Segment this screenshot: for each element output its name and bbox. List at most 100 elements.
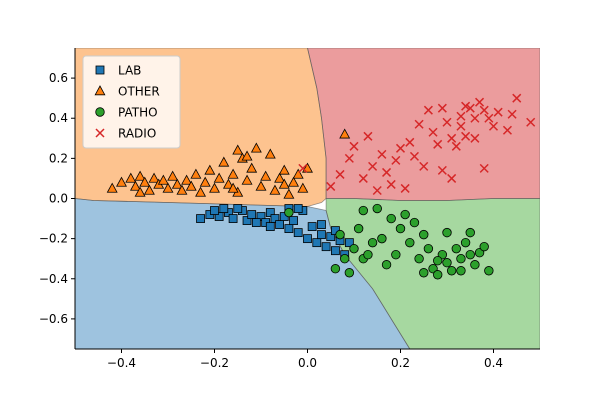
point-lab [326, 232, 336, 242]
legend-marker-lab [95, 65, 105, 75]
point-radio [391, 155, 401, 165]
point-radio [298, 163, 308, 173]
point-radio [451, 141, 461, 151]
point-lab [293, 228, 303, 238]
legend-label-lab: LAB [118, 64, 141, 78]
point-radio [368, 161, 378, 171]
y-tick-label: 0.4 [49, 111, 68, 125]
series-radio [298, 93, 536, 196]
point-radio [377, 149, 387, 159]
point-other [283, 188, 295, 199]
point-other [222, 178, 234, 189]
point-patho [414, 254, 424, 264]
point-other [167, 170, 179, 181]
region-boundary-radio [307, 48, 540, 201]
point-patho [451, 243, 462, 254]
region-lab [75, 198, 410, 349]
point-patho [377, 233, 387, 244]
point-other [260, 170, 272, 181]
point-other [125, 172, 137, 183]
point-radio [447, 133, 457, 143]
point-patho [419, 268, 429, 278]
point-radio [447, 173, 457, 183]
x-axis-ticks: −0.4 −0.2 0.0 0.2 0.4 [107, 349, 503, 370]
point-lab [317, 220, 326, 229]
point-radio [372, 185, 382, 196]
point-radio [456, 121, 466, 131]
point-radio [456, 111, 466, 121]
point-radio [363, 131, 373, 141]
point-other [227, 182, 239, 193]
point-radio [465, 103, 475, 113]
point-radio [502, 125, 512, 135]
point-radio [395, 143, 406, 153]
point-patho [381, 260, 392, 270]
point-radio [488, 121, 499, 131]
point-other [199, 176, 211, 187]
point-radio [479, 163, 489, 173]
series-patho [284, 203, 494, 280]
legend-label-radio: RADIO [118, 127, 156, 141]
point-other [148, 172, 160, 183]
x-tick-label: 0.0 [298, 356, 317, 370]
point-lab [312, 238, 322, 248]
point-radio [461, 101, 471, 111]
point-radio [428, 127, 438, 137]
point-lab [317, 230, 326, 240]
point-other [264, 148, 276, 159]
point-radio [382, 167, 392, 177]
point-lab [265, 208, 275, 217]
point-radio [335, 169, 345, 179]
point-other [190, 168, 202, 179]
point-other [232, 144, 244, 155]
point-lab [307, 222, 317, 231]
point-lab [330, 246, 340, 256]
point-radio [386, 179, 396, 189]
point-patho [358, 205, 369, 216]
point-radio [326, 181, 336, 191]
point-other [143, 184, 155, 195]
point-patho [344, 268, 355, 278]
point-other [204, 164, 216, 175]
point-other [250, 142, 262, 153]
point-patho [442, 258, 452, 268]
point-other [339, 128, 351, 139]
point-patho [284, 207, 294, 218]
point-other [241, 150, 253, 161]
point-other [297, 182, 309, 193]
point-other [288, 176, 300, 187]
point-radio [507, 109, 517, 119]
x-tick-label: −0.2 [200, 356, 229, 370]
legend-marker-patho [95, 107, 105, 117]
point-lab [251, 218, 261, 227]
point-radio [479, 105, 489, 115]
point-patho [340, 254, 350, 264]
point-radio [470, 113, 480, 123]
point-lab [303, 234, 312, 244]
region-radio [307, 48, 540, 201]
point-patho [349, 243, 359, 254]
legend-label-patho: PATHO [118, 106, 158, 120]
data-points [106, 93, 536, 280]
series-lab [196, 204, 354, 260]
legend-label-other: OTHER [118, 85, 160, 99]
point-other [181, 174, 193, 185]
point-other [134, 186, 146, 197]
point-patho [353, 223, 364, 234]
y-tick-label: −0.2 [39, 232, 68, 246]
point-other [176, 184, 188, 195]
point-other [255, 180, 267, 191]
point-patho [405, 237, 415, 248]
point-radio [433, 139, 443, 149]
point-lab [265, 222, 275, 231]
point-radio [470, 133, 480, 143]
point-radio [442, 117, 452, 127]
point-radio [423, 105, 433, 115]
point-lab [210, 206, 219, 215]
point-other [129, 180, 141, 191]
y-axis-ticks: −0.6 −0.4 −0.2 0.0 0.2 0.4 0.6 [39, 71, 75, 326]
point-other [227, 168, 239, 179]
point-radio [461, 131, 471, 141]
point-patho [386, 213, 396, 224]
